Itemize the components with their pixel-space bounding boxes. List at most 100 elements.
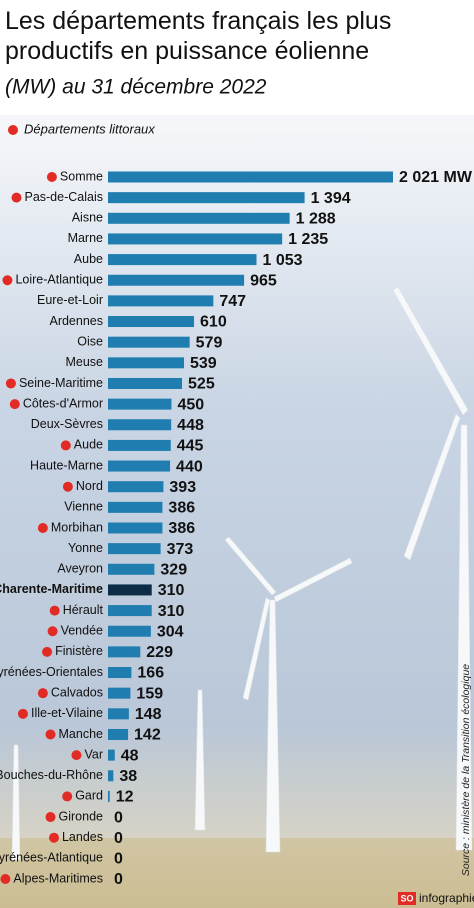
category-label: Finistère <box>55 644 103 658</box>
category-label: Vendée <box>61 624 103 638</box>
coastal-marker <box>47 626 58 637</box>
category-label: Nord <box>76 479 103 493</box>
value-label: 450 <box>177 396 204 413</box>
coastal-marker <box>11 192 22 203</box>
value-label: 965 <box>250 272 277 289</box>
category-label: Somme <box>60 169 103 183</box>
value-label: 310 <box>158 603 185 620</box>
value-label: 1 288 <box>296 211 336 228</box>
coastal-marker <box>45 729 56 740</box>
value-label: 445 <box>177 438 204 455</box>
bar <box>108 439 171 451</box>
bar <box>108 543 161 555</box>
chart-title: Les départements français les plus produc… <box>5 7 391 65</box>
category-label: Ardennes <box>49 314 103 328</box>
value-label: 12 <box>116 789 134 806</box>
bar <box>108 728 129 740</box>
value-label: 0 <box>114 851 123 868</box>
turbines <box>11 286 473 861</box>
value-label: 0 <box>114 809 123 826</box>
value-label: 329 <box>160 562 187 579</box>
category-label: Gard <box>75 789 103 803</box>
coastal-marker <box>48 832 59 843</box>
bar <box>108 481 164 493</box>
field <box>0 838 474 908</box>
bar <box>108 171 393 183</box>
bar <box>108 377 183 389</box>
value-label: 373 <box>167 541 194 558</box>
value-label: 386 <box>168 520 195 537</box>
bar <box>108 605 152 617</box>
bar <box>108 667 132 679</box>
coastal-marker <box>5 378 16 389</box>
coastal-marker <box>46 172 57 182</box>
bar <box>108 708 129 720</box>
bar <box>108 419 172 431</box>
category-label: Oise <box>77 334 103 348</box>
category-label: Aude <box>74 438 103 452</box>
bar <box>108 646 141 658</box>
bar <box>108 522 163 534</box>
value-label: 142 <box>134 727 161 744</box>
value-label: 747 <box>219 293 246 310</box>
bar <box>108 254 257 266</box>
coastal-marker <box>9 399 20 410</box>
coastal-marker <box>42 646 53 657</box>
category-label: Aisne <box>72 211 103 225</box>
coastal-marker <box>37 688 48 699</box>
legend-label: Départements littoraux <box>24 121 155 136</box>
category-label: Vienne <box>64 500 103 514</box>
value-label: 148 <box>135 706 162 723</box>
value-label: 48 <box>121 747 139 764</box>
category-label: Manche <box>59 727 104 741</box>
category-label: Charente-Maritime <box>0 582 103 596</box>
bar <box>108 336 190 348</box>
coastal-marker <box>17 708 28 719</box>
bar <box>108 563 155 575</box>
value-label: 304 <box>157 623 184 640</box>
category-label: Deux-Sèvres <box>31 417 103 431</box>
bar <box>108 212 290 224</box>
value-label: 2 021 MW <box>399 169 473 186</box>
category-label: Loire-Atlantique <box>15 273 103 287</box>
value-label: 1 053 <box>262 252 302 269</box>
category-label: Morbihan <box>51 520 103 534</box>
category-label: Ille-et-Vilaine <box>31 706 103 720</box>
value-label: 525 <box>188 376 215 393</box>
bar <box>108 357 185 369</box>
value-label: 229 <box>146 644 173 661</box>
coastal-marker <box>2 275 13 286</box>
value-label: 38 <box>119 768 137 785</box>
value-label: 166 <box>137 665 164 682</box>
bar <box>108 687 131 699</box>
value-label: 539 <box>190 355 217 372</box>
coastal-marker <box>62 791 73 802</box>
source: Source : ministère de la Transition écol… <box>460 664 472 876</box>
bar <box>108 233 283 245</box>
bar <box>108 790 110 802</box>
category-label: Haute-Marne <box>30 458 103 472</box>
category-label: Côtes-d'Armor <box>23 396 103 410</box>
value-label: 610 <box>200 314 227 331</box>
value-label: 1 394 <box>311 190 351 207</box>
category-label: Pyrénées-Atlantique <box>0 851 103 865</box>
value-label: 393 <box>169 479 196 496</box>
category-label: Calvados <box>51 685 103 699</box>
value-label: 448 <box>177 417 204 434</box>
bar <box>108 770 114 782</box>
category-label: Aube <box>74 252 103 266</box>
category-label: Bouches-du-Rhône <box>0 768 103 782</box>
bar <box>108 501 163 513</box>
category-label: Eure-et-Loir <box>37 293 103 307</box>
category-label: Alpes-Maritimes <box>13 871 103 885</box>
coastal-marker <box>49 605 60 616</box>
coastal-marker <box>37 523 48 533</box>
bar <box>108 584 152 596</box>
bar <box>108 295 214 307</box>
coastal-marker <box>0 874 11 884</box>
category-label: Pas-de-Calais <box>24 190 103 204</box>
bar <box>108 460 171 472</box>
chart-subtitle: (MW) au 31 décembre 2022 <box>5 76 267 99</box>
bar <box>108 274 245 286</box>
